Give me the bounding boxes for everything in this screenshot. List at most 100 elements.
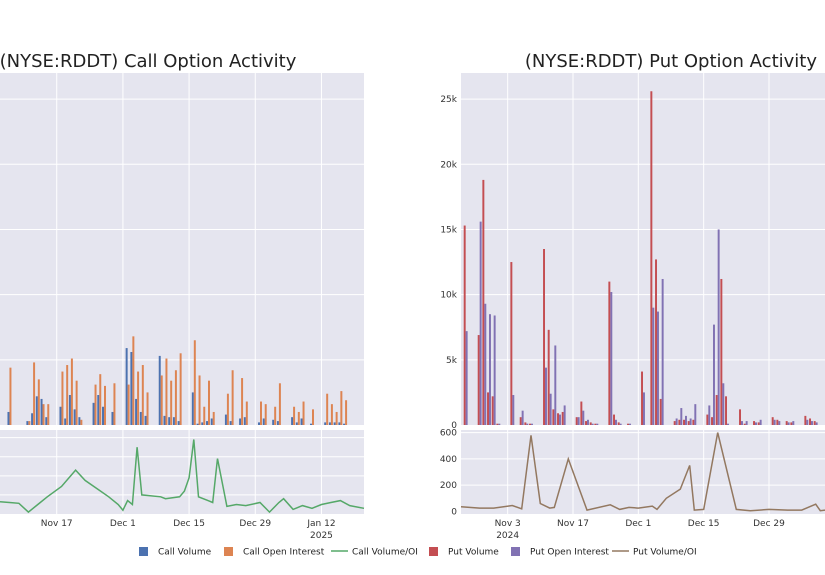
put-bars [463, 91, 818, 425]
x-tick-label: Dec 1 [110, 519, 136, 529]
call-volume-bar [59, 406, 62, 425]
legend-label: Put Volume [448, 548, 499, 558]
call-volume-bar [333, 422, 336, 425]
put-volume-bar [641, 371, 643, 425]
call-open-interest-bar [33, 362, 36, 425]
call-open-interest-bar [208, 380, 210, 425]
put-open-interest-bar [577, 417, 580, 425]
call-open-interest-bar [260, 401, 262, 425]
put-volume-bar [725, 396, 727, 425]
put-open-interest-bar [465, 331, 468, 425]
call-volume-bar [139, 411, 142, 425]
y-tick-label: 10k [440, 291, 457, 301]
call-open-interest-bar [297, 411, 300, 425]
put-volume-bar [715, 395, 718, 425]
put-gridlines [461, 73, 825, 514]
put-open-interest-bar [811, 421, 813, 425]
call-volume-bar [224, 414, 227, 425]
put-volume-bar [720, 278, 723, 425]
call-open-interest-bar [42, 404, 45, 425]
x-tick-label: Nov 3 [495, 519, 521, 529]
put-open-interest-bar [615, 419, 617, 425]
call-volume-bar [68, 395, 71, 425]
call-volume-bar [97, 395, 100, 425]
put-open-interest-bar [493, 315, 496, 425]
call-open-interest-bar [28, 421, 31, 425]
y2-tick-label: 200 [440, 481, 457, 491]
call-open-interest-bar [137, 371, 140, 425]
put-open-interest-bar [792, 421, 795, 425]
call-volume-bar [78, 417, 81, 425]
put-open-interest-bar [675, 418, 678, 425]
call-open-interest-bar [264, 404, 267, 425]
put-open-interest-bar [591, 423, 594, 425]
call-open-interest-bar [132, 336, 135, 425]
call-open-interest-bar [340, 391, 343, 425]
call-option-chart: (NYSE:RDDT) Call Option Activity Nov 17 D… [0, 51, 365, 541]
call-open-interest-bar [127, 384, 130, 425]
put-volume-bar [519, 417, 522, 425]
call-gridlines [0, 73, 364, 514]
put-open-interest-bar [521, 410, 524, 425]
call-x-axis-ticks: Nov 17 Dec 1 Dec 15 Dec 29 Jan 12 2025 [41, 519, 336, 541]
put-volume-bar [491, 396, 494, 425]
put-open-interest-bar [545, 367, 547, 425]
legend-swatch [511, 547, 520, 556]
put-volume-bar [608, 281, 611, 425]
call-volume-bar [338, 422, 341, 425]
put-open-interest-bar [498, 423, 501, 425]
put-volume-bar [496, 423, 499, 425]
put-open-interest-bar [554, 345, 557, 425]
call-volume-bar [7, 411, 10, 425]
put-open-interest-bar [587, 419, 589, 425]
x-tick-label: Dec 29 [753, 519, 785, 529]
put-open-interest-bar [610, 292, 613, 425]
put-open-interest-bar [713, 324, 715, 425]
put-volume-plot-area [461, 73, 825, 425]
call-open-interest-bar [160, 375, 163, 425]
call-ratio-plot-area [0, 430, 364, 514]
put-open-interest-bar [526, 423, 529, 425]
call-open-interest-bar [9, 367, 12, 425]
call-volume-bar [172, 417, 175, 425]
call-open-interest-bar [241, 378, 244, 425]
legend-label: Call Volume [158, 548, 212, 558]
put-volume-bar [627, 423, 629, 425]
put-volume-bar [543, 249, 545, 425]
put-volume-bar [757, 422, 760, 425]
call-volume-bar [201, 422, 204, 425]
y-tick-label: 25k [440, 95, 457, 105]
call-open-interest-bar [212, 411, 215, 425]
put-volume-bar [482, 179, 485, 425]
put-volume-bar [617, 422, 620, 425]
call-volume-bar [343, 423, 346, 425]
call-open-interest-bar [47, 404, 50, 425]
call-volume-bar [73, 409, 76, 425]
call-open-interest-bar [231, 370, 234, 425]
call-volume-bar [310, 423, 312, 425]
put-volume-bar [790, 422, 793, 425]
put-open-interest-bar [559, 414, 561, 425]
put-ratio-line [460, 432, 825, 512]
call-volume-bar [210, 418, 213, 425]
call-open-interest-bar [293, 406, 296, 425]
put-open-interest-bar [806, 419, 809, 425]
put-open-interest-bar [512, 395, 515, 425]
put-volume-bar [785, 421, 788, 425]
call-volume-bar [102, 406, 104, 425]
call-open-interest-bar [146, 392, 149, 425]
put-open-interest-bar [741, 421, 743, 425]
call-open-interest-bar [245, 401, 248, 425]
put-open-interest-bar [661, 278, 664, 425]
y2-tick-label: 400 [440, 455, 457, 465]
call-open-interest-bar [302, 401, 305, 425]
put-option-chart: (NYSE:RDDT) Put Option Activity 0 5k 10k 15… [440, 51, 825, 541]
x-tick-label: Dec 15 [173, 519, 205, 529]
put-volume-bar [552, 409, 555, 425]
put-open-interest-bar [815, 422, 818, 425]
call-volume-bar [272, 419, 275, 425]
put-open-interest-bar [778, 421, 781, 425]
call-open-interest-bar [61, 371, 64, 425]
put-open-interest-bar [722, 383, 725, 425]
